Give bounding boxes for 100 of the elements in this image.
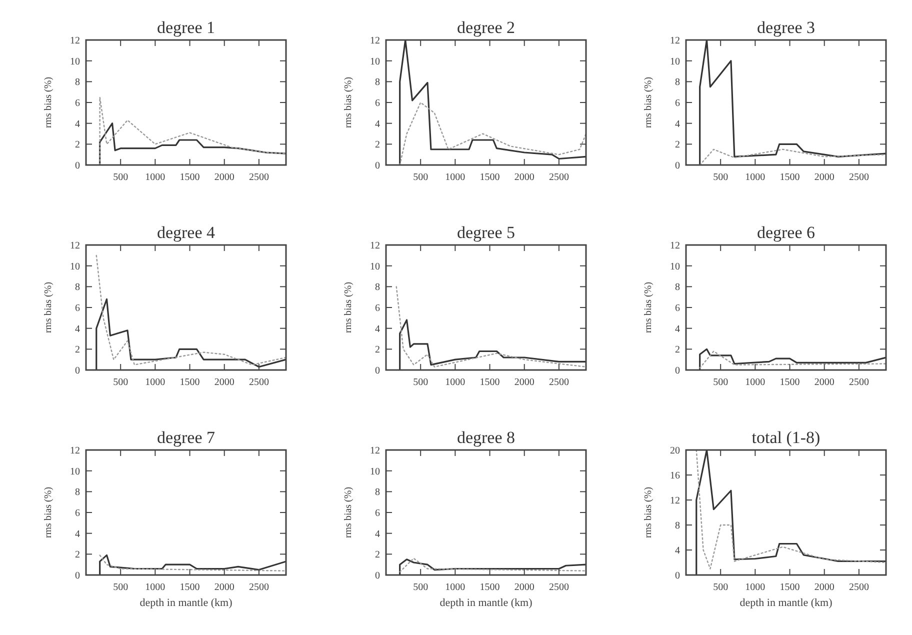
x-tick-label: 2500 — [248, 582, 269, 593]
x-tick-label: 1000 — [445, 172, 466, 183]
y-tick-label: 4 — [75, 324, 80, 335]
y-tick-label: 4 — [675, 324, 680, 335]
x-tick-label: 2500 — [248, 377, 269, 388]
y-tick-label: 6 — [375, 303, 380, 314]
y-tick-label: 4 — [375, 528, 380, 540]
y-tick-label: 16 — [670, 470, 680, 482]
y-tick-label: 8 — [75, 282, 80, 294]
x-tick-label: 2500 — [848, 172, 869, 183]
x-tick-label: 1000 — [745, 172, 766, 183]
y-tick-label: 10 — [370, 56, 380, 68]
x-tick-label: 500 — [113, 172, 128, 183]
y-tick-label: 0 — [675, 570, 680, 582]
y-axis-title: rms bias (%) — [343, 76, 354, 128]
x-axis-title: depth in mantle (km) — [440, 597, 533, 609]
line-series — [399, 102, 586, 165]
x-tick-label: 500 — [713, 582, 728, 593]
y-axis-title: rms bias (%) — [343, 486, 354, 538]
y-tick-label: 6 — [75, 508, 80, 519]
y-tick-label: 2 — [75, 140, 80, 151]
line-series — [699, 148, 886, 165]
y-axis-title: rms bias (%) — [643, 486, 654, 538]
chart-title: degree 2 — [456, 18, 516, 37]
x-tick-label: 1500 — [180, 582, 200, 593]
y-tick-label: 8 — [675, 282, 680, 294]
x-tick-label: 500 — [413, 377, 428, 388]
y-tick-label: 4 — [675, 546, 680, 556]
y-tick-label: 0 — [375, 160, 380, 172]
x-tick-label: 500 — [113, 582, 128, 593]
y-tick-label: 0 — [375, 570, 380, 582]
x-tick-label: 1000 — [145, 377, 166, 388]
y-tick-label: 2 — [675, 140, 680, 151]
x-tick-label: 1500 — [180, 172, 200, 183]
y-tick-label: 8 — [375, 487, 380, 498]
chart-title: degree 3 — [756, 18, 816, 37]
x-tick-label: 1000 — [745, 582, 766, 593]
line-series — [99, 554, 286, 575]
y-tick-label: 0 — [675, 160, 680, 172]
y-axis-title: rms bias (%) — [643, 282, 654, 334]
y-axis-title: rms bias (%) — [643, 76, 654, 128]
x-tick-label: 500 — [113, 377, 128, 388]
x-tick-label: 2500 — [548, 172, 569, 183]
y-tick-label: 2 — [75, 550, 80, 561]
x-tick-label: 2500 — [548, 377, 569, 388]
y-tick-label: 2 — [375, 140, 380, 151]
x-tick-label: 1500 — [780, 172, 800, 183]
y-tick-label: 4 — [675, 118, 680, 130]
y-tick-label: 4 — [75, 118, 80, 130]
y-tick-label: 8 — [375, 77, 380, 88]
y-tick-label: 2 — [375, 344, 380, 356]
x-tick-label: 1500 — [180, 377, 200, 388]
x-tick-label: 1500 — [780, 582, 800, 593]
y-tick-label: 10 — [70, 261, 80, 272]
line-series — [399, 40, 586, 165]
line-series — [699, 40, 886, 165]
line-series — [99, 554, 286, 572]
y-axis-title: rms bias (%) — [43, 486, 54, 538]
x-tick-label: 2500 — [848, 377, 869, 388]
y-tick-label: 6 — [675, 98, 680, 109]
y-tick-label: 12 — [670, 36, 680, 46]
x-tick-label: 2000 — [814, 377, 834, 388]
y-axis-title: rms bias (%) — [343, 282, 354, 334]
x-tick-label: 2000 — [214, 582, 234, 593]
y-tick-label: 0 — [675, 366, 680, 376]
y-tick-label: 4 — [375, 324, 380, 335]
chart-title: degree 4 — [156, 223, 216, 242]
y-tick-label: 6 — [375, 508, 380, 519]
y-tick-label: 10 — [70, 56, 80, 68]
y-tick-label: 8 — [675, 77, 680, 88]
x-tick-label: 500 — [713, 172, 728, 183]
x-axis-title: depth in mantle (km) — [140, 597, 233, 609]
x-tick-label: 1000 — [145, 172, 166, 183]
line-series — [99, 96, 286, 165]
y-axis-title: rms bias (%) — [43, 282, 54, 334]
y-tick-label: 10 — [70, 466, 80, 478]
y-tick-label: 2 — [75, 344, 80, 356]
chart-title: degree 5 — [456, 223, 516, 242]
x-tick-label: 2000 — [514, 377, 534, 388]
x-tick-label: 2500 — [848, 582, 869, 593]
x-tick-label: 1000 — [445, 582, 466, 593]
y-tick-label: 12 — [370, 36, 380, 46]
y-axis-title: rms bias (%) — [43, 76, 54, 128]
y-tick-label: 8 — [75, 487, 80, 498]
y-tick-label: 10 — [670, 56, 680, 68]
x-tick-label: 1500 — [480, 377, 500, 388]
y-tick-label: 0 — [75, 160, 80, 172]
x-tick-label: 1500 — [480, 582, 500, 593]
x-tick-label: 2500 — [548, 582, 569, 593]
x-tick-label: 1000 — [745, 377, 766, 388]
line-series — [396, 286, 586, 368]
y-tick-label: 2 — [675, 344, 680, 356]
y-tick-label: 0 — [75, 570, 80, 582]
x-tick-label: 500 — [713, 377, 728, 388]
x-tick-label: 2000 — [514, 172, 534, 183]
y-tick-label: 8 — [75, 77, 80, 88]
y-tick-label: 12 — [670, 240, 680, 252]
y-tick-label: 6 — [75, 303, 80, 314]
y-tick-label: 6 — [75, 98, 80, 109]
chart-title: degree 8 — [456, 428, 516, 447]
